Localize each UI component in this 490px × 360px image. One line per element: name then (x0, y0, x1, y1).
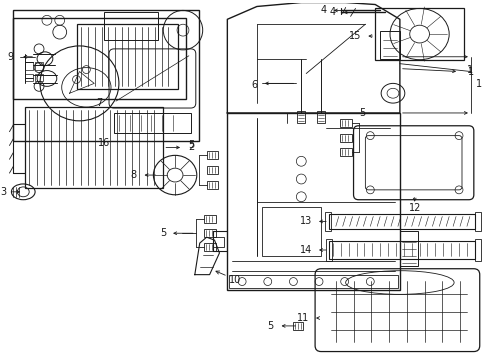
Bar (340, 119, 351, 127)
Bar (25, 62, 33, 69)
Bar (213, 237, 224, 247)
Bar (25, 107, 163, 188)
Bar (329, 241, 475, 259)
Text: 1: 1 (467, 67, 474, 77)
Bar (380, 31, 400, 59)
Bar (229, 275, 398, 288)
Bar (326, 239, 332, 261)
Text: 2: 2 (188, 143, 194, 153)
Bar (475, 212, 481, 231)
Text: 1: 1 (467, 64, 473, 75)
Text: 13: 13 (300, 216, 312, 226)
Bar (340, 148, 351, 156)
Bar (35, 73, 43, 81)
Bar (76, 24, 178, 89)
Bar (35, 62, 43, 69)
Bar (400, 231, 417, 266)
Text: 5: 5 (268, 321, 274, 331)
Text: 10: 10 (216, 271, 242, 284)
Text: 16: 16 (98, 138, 110, 148)
Bar (294, 322, 303, 330)
Bar (297, 111, 305, 123)
Bar (329, 213, 475, 229)
Text: 11: 11 (297, 313, 309, 323)
Text: 6: 6 (251, 80, 257, 90)
Text: 8: 8 (130, 170, 137, 180)
Text: 14: 14 (300, 245, 312, 255)
Text: 7: 7 (96, 98, 102, 108)
Text: 4: 4 (330, 8, 336, 17)
Bar (204, 229, 216, 237)
Bar (262, 207, 321, 256)
Text: 15: 15 (349, 31, 362, 41)
Text: 5: 5 (359, 108, 366, 118)
Bar (104, 12, 158, 40)
Text: 4: 4 (321, 5, 327, 15)
Bar (114, 113, 191, 133)
Text: 12: 12 (409, 203, 421, 213)
Text: 3: 3 (0, 187, 6, 197)
Bar (340, 134, 351, 141)
Bar (317, 111, 325, 123)
Bar (25, 73, 33, 81)
Text: 5: 5 (160, 228, 166, 238)
Text: 1: 1 (476, 79, 482, 89)
Bar (13, 10, 199, 140)
Bar (475, 239, 481, 261)
Bar (204, 243, 216, 251)
Text: 5: 5 (189, 140, 195, 150)
Bar (13, 18, 186, 99)
Bar (207, 181, 219, 189)
Bar (207, 166, 219, 174)
Bar (325, 212, 331, 231)
Bar (204, 216, 216, 223)
Text: 9: 9 (7, 52, 13, 62)
Bar (207, 152, 219, 159)
Bar (375, 8, 464, 60)
Bar (227, 113, 400, 291)
